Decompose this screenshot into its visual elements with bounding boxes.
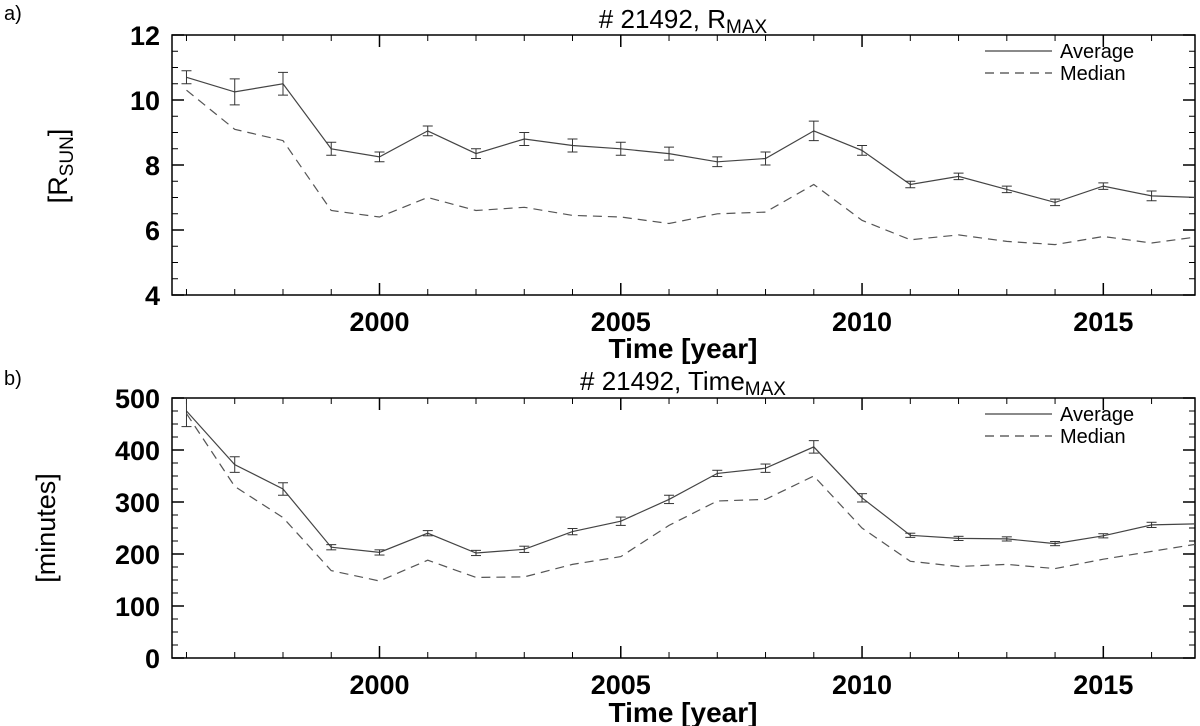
y-tick-label-b: 200: [115, 540, 160, 570]
y-tick-label-a: 6: [145, 216, 160, 246]
chart-title-a: # 21492, RMAX: [599, 4, 768, 38]
series-line-median-a: [186, 89, 1195, 246]
x-tick-label-a: 2010: [832, 307, 892, 337]
x-axis-label-a: Time [year]: [609, 333, 758, 364]
legend-label-median-b: Median: [1060, 426, 1126, 448]
y-tick-label-b: 400: [115, 436, 160, 466]
legend-label-average-a: Average: [1060, 41, 1134, 63]
y-tick-label-b: 100: [115, 592, 160, 622]
plot-frame-b: [171, 397, 1196, 659]
series-line-average-b: [186, 410, 1195, 554]
x-tick-label-b: 2010: [832, 670, 892, 700]
y-tick-label-b: 0: [145, 644, 160, 674]
legend-label-median-a: Median: [1060, 63, 1126, 85]
legend-label-average-b: Average: [1060, 404, 1134, 426]
chart-title-b: # 21492, TimeMAX: [580, 366, 786, 400]
y-tick-label-a: 8: [145, 151, 160, 181]
x-tick-label-a: 2000: [349, 307, 409, 337]
x-tick-label-b: 2015: [1073, 670, 1133, 700]
series-line-median-b: [185, 413, 1195, 582]
y-tick-label-a: 4: [145, 281, 160, 311]
y-tick-label-a: 12: [130, 21, 160, 51]
y-tick-label-b: 500: [115, 384, 160, 414]
x-axis-label-b: Time [year]: [609, 697, 758, 726]
series-line-average-a: [186, 76, 1195, 204]
y-tick-label-a: 10: [130, 86, 160, 116]
panel-label-b: b): [4, 368, 22, 390]
x-tick-label-b: 2000: [349, 670, 409, 700]
plot-frame-a: [171, 34, 1196, 296]
y-tick-label-b: 300: [115, 488, 160, 518]
y-axis-label-a: [RSUN]: [43, 129, 78, 204]
y-axis-label-b: [minutes]: [31, 473, 61, 583]
panel-label-a: a): [4, 3, 22, 25]
x-tick-label-b: 2005: [591, 670, 651, 700]
x-tick-label-a: 2005: [591, 307, 651, 337]
x-tick-label-a: 2015: [1073, 307, 1133, 337]
